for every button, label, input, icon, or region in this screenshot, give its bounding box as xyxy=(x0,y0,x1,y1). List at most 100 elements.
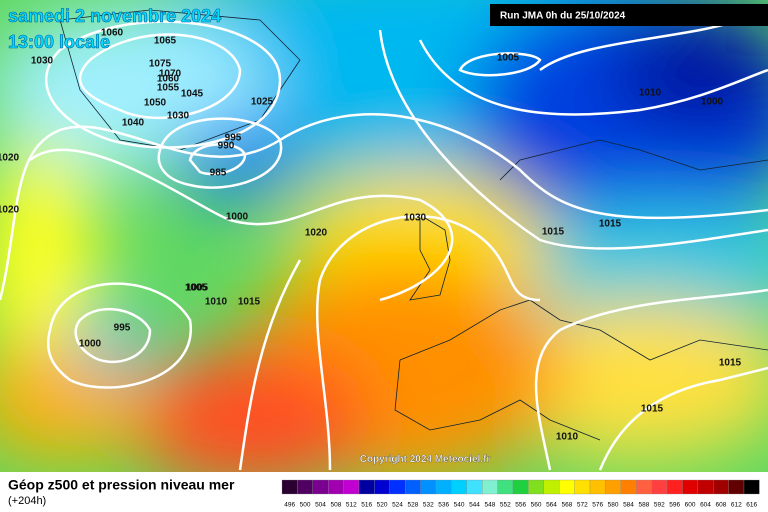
isobar-label: 1030 xyxy=(404,213,427,224)
scale-swatch xyxy=(605,479,621,495)
scale-swatch xyxy=(389,479,406,495)
isobar-label: 1010 xyxy=(205,297,228,308)
isobar-label: 1065 xyxy=(154,36,177,47)
scale-label: 612 xyxy=(731,502,742,509)
scale-label: 508 xyxy=(330,502,341,509)
isobar-label: 990 xyxy=(218,141,235,152)
isobar-label: 1025 xyxy=(251,97,274,108)
isobar-label: 995 xyxy=(114,323,131,334)
scale-swatch xyxy=(651,479,668,495)
scale-swatch xyxy=(328,479,344,495)
scale-label: 604 xyxy=(700,502,711,509)
scale-label: 616 xyxy=(746,502,757,509)
scale-swatch xyxy=(682,479,698,495)
scale-swatch xyxy=(728,479,745,495)
scale-swatch xyxy=(713,479,729,495)
scale-label: 544 xyxy=(469,502,480,509)
scale-swatch xyxy=(589,479,606,495)
isobar-label: 1005 xyxy=(497,53,520,64)
scale-label: 556 xyxy=(515,502,526,509)
scale-swatch xyxy=(497,479,514,495)
isobar-label: 1000 xyxy=(226,212,249,223)
isobar-label: 1060 xyxy=(157,74,180,85)
scale-swatch xyxy=(281,479,298,495)
scale-swatch xyxy=(374,479,390,495)
isobar-label: 1005 xyxy=(186,283,209,294)
isobar-label: 1055 xyxy=(157,83,180,94)
isobar-label: 1030 xyxy=(31,56,54,67)
scale-swatch xyxy=(297,479,313,495)
scale-swatch xyxy=(512,479,529,495)
run-info: Run JMA 0h du 25/10/2024 xyxy=(500,11,626,22)
scale-label: 564 xyxy=(546,502,557,509)
footer-subtitle: (+204h) xyxy=(8,495,46,507)
scale-swatch xyxy=(312,479,329,495)
scale-label: 528 xyxy=(407,502,418,509)
scale-label: 608 xyxy=(715,502,726,509)
scale-swatch xyxy=(420,479,437,495)
scale-swatch xyxy=(435,479,452,495)
geopotential-field xyxy=(0,0,768,490)
scale-label: 548 xyxy=(484,502,495,509)
isobar-label: 1010 xyxy=(556,432,579,443)
isobar-label: 1015 xyxy=(641,404,664,415)
isobar-label: 1060 xyxy=(101,28,124,39)
scale-label: 520 xyxy=(377,502,388,509)
scale-swatch xyxy=(666,479,683,495)
isobar-label: 1020 xyxy=(305,228,328,239)
scale-label: 592 xyxy=(654,502,665,509)
isobar-label: 1040 xyxy=(122,118,145,129)
scale-label: 500 xyxy=(300,502,311,509)
scale-label: 560 xyxy=(531,502,542,509)
isobar-label: 1000 xyxy=(701,97,724,108)
isobar-label: 995 xyxy=(225,133,242,144)
coastlines xyxy=(59,9,768,441)
scale-label: 524 xyxy=(392,502,403,509)
scale-swatch xyxy=(574,479,591,495)
scale-label: 580 xyxy=(608,502,619,509)
isobar-label: 1075 xyxy=(149,59,172,70)
color-scale: 496 500 504 508 512 516 520 524 528 532 536 540 544 5… xyxy=(281,479,760,509)
scale-swatch xyxy=(451,479,467,495)
isobar-label: 1015 xyxy=(599,219,622,230)
footer-title: Géop z500 et pression niveau mer xyxy=(8,477,235,493)
scale-label: 572 xyxy=(577,502,588,509)
scale-swatch xyxy=(482,479,498,495)
scale-label: 532 xyxy=(423,502,434,509)
isobar-label: 1010 xyxy=(639,88,662,99)
scale-label: 584 xyxy=(623,502,634,509)
scale-swatch xyxy=(559,479,575,495)
scale-label: 596 xyxy=(669,502,680,509)
scale-swatch xyxy=(636,479,652,495)
scale-swatch xyxy=(543,479,560,495)
scale-swatch xyxy=(620,479,637,495)
scale-label: 552 xyxy=(500,502,511,509)
isobar-label: 1000 xyxy=(79,339,102,350)
isobar-label: 1030 xyxy=(167,111,190,122)
scale-label: 540 xyxy=(454,502,465,509)
isobar-label: 1015 xyxy=(542,227,565,238)
isobar-label: 985 xyxy=(210,168,227,179)
map-subtitle: 13:00 locale xyxy=(8,32,110,52)
scale-swatch xyxy=(405,479,421,495)
scale-swatch xyxy=(343,479,360,495)
scale-swatch xyxy=(528,479,544,495)
copyright: Copyright 2024 Meteociel.fr xyxy=(360,454,491,465)
isobar-label: 1020 xyxy=(0,153,20,164)
isobars xyxy=(0,18,768,471)
isobar-label: 1015 xyxy=(238,297,261,308)
isobar-label: 1005 xyxy=(185,283,208,294)
scale-label: 568 xyxy=(561,502,572,509)
scale-label: 496 xyxy=(284,502,295,509)
scale-swatch xyxy=(466,479,483,495)
scale-label: 600 xyxy=(685,502,696,509)
scale-swatch xyxy=(743,479,760,495)
isobar-label: 1045 xyxy=(181,89,204,100)
scale-label: 588 xyxy=(638,502,649,509)
isobar-label: 1020 xyxy=(0,205,20,216)
scale-label: 536 xyxy=(438,502,449,509)
scale-label: 512 xyxy=(346,502,357,509)
scale-swatch xyxy=(697,479,714,495)
scale-label: 516 xyxy=(361,502,372,509)
